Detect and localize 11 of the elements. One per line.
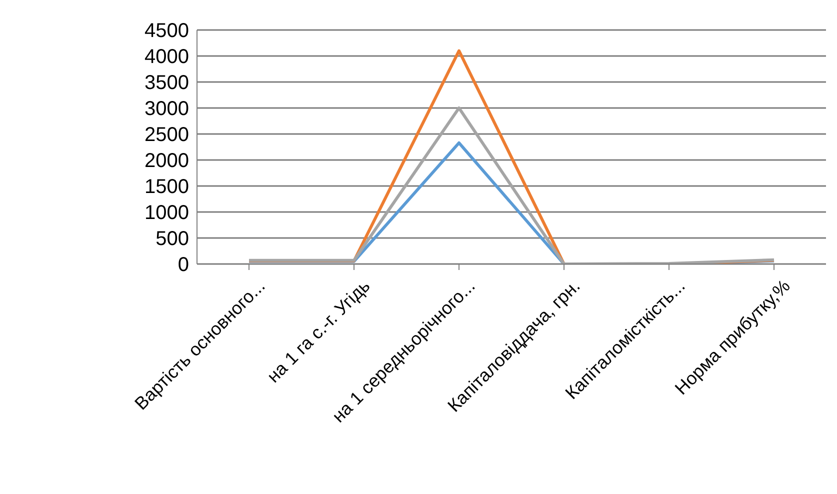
line-series <box>248 106 776 264</box>
y-tick-label: 4000 <box>144 46 189 68</box>
y-tick-label: 4500 <box>144 20 189 42</box>
y-tick-label: 3500 <box>144 72 189 94</box>
y-tick-label: 1500 <box>144 176 189 198</box>
y-tick-label: 0 <box>178 254 189 276</box>
y-tick-label: 2500 <box>144 124 189 146</box>
y-tick-label: 1000 <box>144 202 189 224</box>
y-tick-label: 3000 <box>144 98 189 120</box>
y-tick-label: 2000 <box>144 150 189 172</box>
y-tick-label: 500 <box>156 228 189 250</box>
